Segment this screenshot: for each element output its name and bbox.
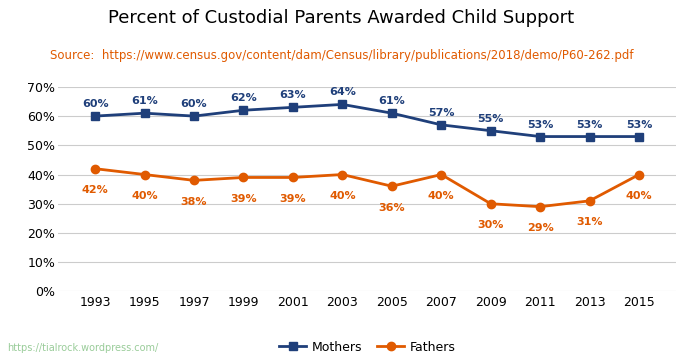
Text: 38%: 38% [181, 197, 207, 207]
Text: 36%: 36% [378, 203, 405, 213]
Text: 61%: 61% [378, 96, 405, 106]
Text: 62%: 62% [230, 93, 257, 103]
Text: 53%: 53% [576, 119, 603, 130]
Text: 53%: 53% [527, 119, 553, 130]
Text: 40%: 40% [428, 191, 455, 201]
Text: Percent of Custodial Parents Awarded Child Support: Percent of Custodial Parents Awarded Chi… [109, 9, 574, 27]
Text: 61%: 61% [131, 96, 158, 106]
Text: 57%: 57% [428, 108, 454, 118]
Text: 39%: 39% [230, 194, 257, 204]
Text: 63%: 63% [279, 90, 306, 100]
Text: 60%: 60% [82, 99, 109, 109]
Text: 31%: 31% [576, 218, 603, 227]
Text: 42%: 42% [82, 185, 109, 195]
Text: 64%: 64% [329, 88, 356, 97]
Text: Source:  https://www.census.gov/content/dam/Census/library/publications/2018/dem: Source: https://www.census.gov/content/d… [50, 49, 633, 62]
Text: 39%: 39% [279, 194, 306, 204]
Legend: Mothers, Fathers: Mothers, Fathers [274, 336, 460, 359]
Text: 40%: 40% [626, 191, 652, 201]
Text: https://tialrock.wordpress.com/: https://tialrock.wordpress.com/ [7, 344, 158, 353]
Text: 55%: 55% [477, 114, 504, 124]
Text: 60%: 60% [181, 99, 208, 109]
Text: 40%: 40% [131, 191, 158, 201]
Text: 30%: 30% [477, 220, 504, 231]
Text: 40%: 40% [329, 191, 356, 201]
Text: 29%: 29% [527, 223, 553, 233]
Text: 53%: 53% [626, 119, 652, 130]
